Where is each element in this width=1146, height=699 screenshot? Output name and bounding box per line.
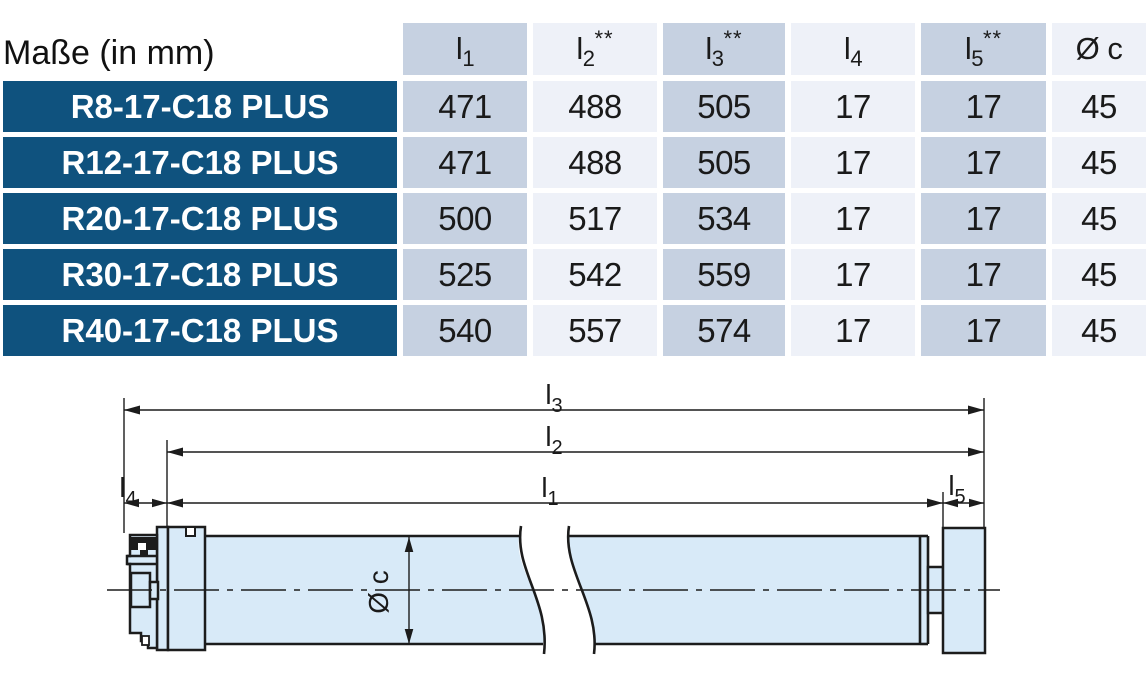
arrowhead [968, 447, 984, 457]
dim-label-diameter: Ø c [363, 570, 394, 614]
table-cell: 534 [663, 193, 785, 244]
arrowhead [404, 537, 414, 552]
head-foot-slot [141, 635, 150, 646]
dim-label-l2: l2 [545, 421, 562, 459]
arrowhead [152, 498, 167, 508]
arrowhead [943, 498, 958, 508]
dim-label-l5: l5 [948, 470, 965, 508]
col-header-main: l [705, 31, 712, 66]
table-row: R8-17-C18 PLUS 471 488 505 17 17 45 [3, 81, 1146, 132]
table-cell: 559 [663, 249, 785, 300]
col-header-main: l [843, 31, 851, 66]
col-header-stars: ** [983, 26, 1003, 51]
table-cell: 17 [791, 305, 915, 356]
break-curve-right [566, 525, 596, 655]
table-cell: 505 [663, 81, 785, 132]
col-header-l5: l 5 ** [921, 23, 1046, 75]
arrowhead [968, 405, 984, 415]
arrowhead [167, 447, 183, 457]
arrowhead [124, 498, 139, 508]
table-cell: 17 [921, 305, 1046, 356]
dim-label-l3: l3 [545, 379, 562, 417]
col-header-subscript: 2 [582, 46, 595, 71]
table-cell: 17 [921, 249, 1046, 300]
row-label: R30-17-C18 PLUS [3, 249, 397, 300]
table-row: R40-17-C18 PLUS 540 557 574 17 17 45 [3, 305, 1146, 356]
table-cell: 45 [1052, 249, 1146, 300]
col-header-stars: ** [594, 26, 614, 51]
row-label: R8-17-C18 PLUS [3, 81, 397, 132]
row-label: R20-17-C18 PLUS [3, 193, 397, 244]
table-cell: 45 [1052, 137, 1146, 188]
col-header-diameter: Ø c [1052, 23, 1146, 75]
col-header-l2: l 2 ** [533, 23, 657, 75]
col-header-subscript: 3 [711, 46, 724, 71]
tube-left-segment [205, 536, 544, 644]
break-curve-left [518, 525, 546, 655]
table-row: R20-17-C18 PLUS 500 517 534 17 17 45 [3, 193, 1146, 244]
col-header-subscript: 5 [971, 46, 983, 71]
head-cap-notch [138, 543, 146, 550]
table-cell: 17 [921, 137, 1046, 188]
table-cell: 488 [533, 81, 657, 132]
table-cell: 17 [921, 193, 1046, 244]
col-header-subscript: 1 [462, 46, 475, 71]
table-cell: 540 [403, 305, 527, 356]
col-header-main: Ø c [1075, 31, 1123, 66]
table-cell: 505 [663, 137, 785, 188]
col-header-main: l [964, 31, 972, 66]
table-cell: 45 [1052, 193, 1146, 244]
table-cell: 500 [403, 193, 527, 244]
table-cell: 17 [791, 137, 915, 188]
arrowhead [124, 405, 140, 415]
arrowhead [167, 498, 183, 508]
col-header-l3: l 3 ** [663, 23, 785, 75]
arrowhead [927, 498, 943, 508]
row-label: R12-17-C18 PLUS [3, 137, 397, 188]
table-cell: 17 [791, 193, 915, 244]
collar-notch [185, 526, 196, 537]
table-cell: 557 [533, 305, 657, 356]
table-cell: 488 [533, 137, 657, 188]
table-cell: 17 [921, 81, 1046, 132]
table-cell: 542 [533, 249, 657, 300]
dim-label-l1: l1 [541, 472, 558, 510]
table-cell: 17 [791, 81, 915, 132]
table-cell: 471 [403, 81, 527, 132]
table-cell: 17 [791, 249, 915, 300]
arrowhead [404, 629, 414, 644]
dim-label-l4: l4 [119, 472, 136, 510]
head-cap-button [140, 550, 148, 557]
table-row: R12-17-C18 PLUS 471 488 505 17 17 45 [3, 137, 1146, 188]
table-row: R30-17-C18 PLUS 525 542 559 17 17 45 [3, 249, 1146, 300]
table-cell: 574 [663, 305, 785, 356]
table-cell: 517 [533, 193, 657, 244]
table-cell: 471 [403, 137, 527, 188]
col-header-main: l [455, 31, 463, 66]
table-title: Maße (in mm) [3, 34, 215, 72]
head-collar [166, 525, 207, 652]
col-header-main: l [576, 31, 583, 66]
table-cell: 45 [1052, 81, 1146, 132]
col-header-subscript: 4 [850, 46, 863, 71]
col-header-stars: ** [723, 26, 743, 51]
arrowhead [969, 498, 984, 508]
table-cell: 525 [403, 249, 527, 300]
table-cell: 45 [1052, 305, 1146, 356]
row-label: R40-17-C18 PLUS [3, 305, 397, 356]
